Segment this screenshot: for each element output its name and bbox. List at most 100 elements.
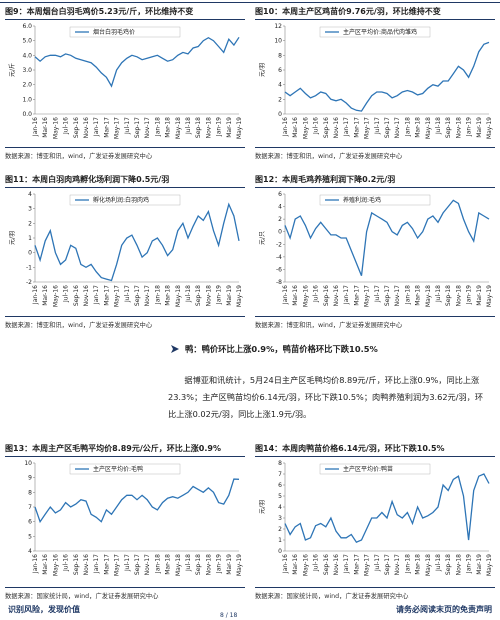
x-tick-label: Mar-16 <box>292 285 299 306</box>
x-tick-label: May-16 <box>302 285 309 307</box>
x-tick-label: Nov-17 <box>144 117 151 139</box>
figure-title: 图13：本周主产区毛鸭平均价8.89元/公斤，环比上涨0.9% <box>5 443 245 457</box>
bullet-arrow <box>171 345 179 353</box>
x-tick-label: May-18 <box>175 554 182 576</box>
figure-source: 数据来源：博亚和讯，wind，广发证券发展研究中心 <box>5 147 245 160</box>
y-tick-label: 4 <box>278 82 282 89</box>
x-tick-label: Jul-16 <box>63 285 70 303</box>
x-tick-label: May-17 <box>364 285 371 307</box>
x-tick-label: Jul-17 <box>374 117 381 135</box>
x-tick-label: Jul-16 <box>313 117 320 135</box>
x-tick-label: Nov-16 <box>333 554 340 576</box>
y-tick-label: 2 <box>28 220 32 227</box>
x-tick-label: Sep-18 <box>195 117 202 138</box>
y-axis-label: 元/羽 <box>9 231 16 245</box>
x-tick-label: Sep-16 <box>73 285 80 306</box>
paragraph: 据博亚和讯统计，5月24日主产区毛鸭均价8.89元/斤，环比上涨0.9%，同比上… <box>168 375 484 419</box>
x-tick-label: Jul-17 <box>374 285 381 303</box>
x-tick-label: Jan-19 <box>216 117 223 137</box>
line-series <box>284 41 490 112</box>
legend-label: 烟台白羽毛鸡价 <box>93 28 135 36</box>
y-tick-label: 4 <box>28 548 32 555</box>
x-tick-label: Jan-18 <box>404 554 411 574</box>
x-tick-label: Nov-17 <box>144 285 151 307</box>
y-tick-label: 12 <box>274 23 282 30</box>
footer-right: 请务必阅读末页的免责声明 <box>396 605 492 614</box>
x-tick-label: Mar-16 <box>42 117 49 138</box>
legend-label: 养殖利润:毛鸡 <box>343 196 381 204</box>
y-tick-label: 1 <box>28 235 32 242</box>
x-tick-label: May-18 <box>425 117 432 139</box>
x-tick-label: Mar-17 <box>353 117 360 138</box>
x-tick-label: Jan-17 <box>343 285 350 305</box>
y-tick-label: 4 <box>278 204 282 211</box>
y-tick-label: 6 <box>28 519 32 526</box>
y-tick-label: 7 <box>278 471 282 478</box>
legend-label: 孵化场利润:白羽肉鸡 <box>93 196 149 204</box>
figure-title: 图10：本周主产区鸡苗价9.76元/羽，环比维持不变 <box>255 6 495 20</box>
x-tick-label: Jan-18 <box>154 285 161 305</box>
x-tick-label: Jul-17 <box>124 554 131 572</box>
x-tick-label: Nov-17 <box>394 285 401 307</box>
x-tick-label: May-17 <box>114 554 121 576</box>
y-axis-label: 元/羽 <box>259 500 266 514</box>
x-tick-label: May-16 <box>52 554 59 576</box>
line-series <box>284 473 490 544</box>
figure-source: 数据来源：国家统计局，wind，广发证券发展研究中心 <box>255 587 495 600</box>
x-tick-label: Sep-16 <box>73 554 80 575</box>
y-tick-label: 2 <box>278 96 282 103</box>
x-tick-label: Sep-18 <box>445 554 452 575</box>
section-heading: 鸭：鸭价环比上涨0.9%，鸭苗价格环比下跌10.5% <box>185 344 378 354</box>
y-tick-label: 0 <box>278 548 282 555</box>
x-tick-label: Mar-17 <box>353 554 360 575</box>
y-tick-label: -2 <box>276 241 282 248</box>
x-tick-label: Mar-19 <box>226 554 233 575</box>
x-tick-label: Jan-16 <box>282 554 289 574</box>
y-tick-label: 1 <box>278 537 282 544</box>
x-tick-label: May-16 <box>302 554 309 576</box>
y-tick-label: 6 <box>278 482 282 489</box>
figure-title: 图11：本周白羽肉鸡孵化场利润下降0.5元/羽 <box>5 174 245 188</box>
legend-label: 主产区平均价:鸭苗 <box>343 465 393 473</box>
x-tick-label: Mar-17 <box>103 285 110 306</box>
top-rule <box>0 2 500 3</box>
x-tick-label: Jan-19 <box>466 285 473 305</box>
x-tick-label: Mar-19 <box>476 285 483 306</box>
x-tick-label: Mar-19 <box>226 117 233 138</box>
x-tick-label: Jan-19 <box>216 554 223 574</box>
y-tick-label: -6 <box>276 266 282 273</box>
y-tick-label: 4 <box>28 191 32 198</box>
x-tick-label: Nov-16 <box>83 117 90 139</box>
y-tick-label: 5 <box>28 533 32 540</box>
x-tick-label: May-17 <box>114 285 121 307</box>
x-tick-label: Nov-17 <box>144 554 151 576</box>
y-tick-label: 0 <box>28 250 32 257</box>
figure-title: 图9：本周烟台白羽毛鸡价5.23元/斤，环比维持不变 <box>5 6 245 20</box>
x-tick-label: May-17 <box>114 117 121 139</box>
figure-source: 数据来源：博亚和讯，wind，广发证券发展研究中心 <box>5 316 245 329</box>
x-tick-label: Jan-17 <box>93 117 100 137</box>
y-tick-label: 8 <box>278 460 282 467</box>
x-tick-label: Mar-18 <box>415 117 422 138</box>
figure-source: 数据来源：国家统计局，wind，广发证券发展研究中心 <box>5 587 245 600</box>
legend-box <box>69 463 181 475</box>
x-tick-label: Jan-17 <box>93 554 100 574</box>
x-tick-label: Jul-17 <box>374 554 381 572</box>
y-tick-label: 10 <box>24 460 32 467</box>
y-tick-label: 7 <box>28 504 32 511</box>
x-tick-label: Nov-18 <box>455 117 462 139</box>
y-axis-label: 元/斤 <box>8 63 16 77</box>
x-tick-label: May-18 <box>425 554 432 576</box>
x-tick-label: Mar-17 <box>353 285 360 306</box>
y-tick-label: 6 <box>278 191 282 198</box>
x-tick-label: Jul-18 <box>185 285 192 303</box>
y-tick-label: 0.0 <box>22 111 32 118</box>
x-tick-label: Jul-16 <box>63 117 70 135</box>
x-tick-label: Nov-17 <box>394 117 401 139</box>
x-tick-label: Jan-19 <box>216 285 223 305</box>
x-tick-label: Mar-16 <box>42 554 49 575</box>
x-tick-label: Jul-16 <box>313 285 320 303</box>
